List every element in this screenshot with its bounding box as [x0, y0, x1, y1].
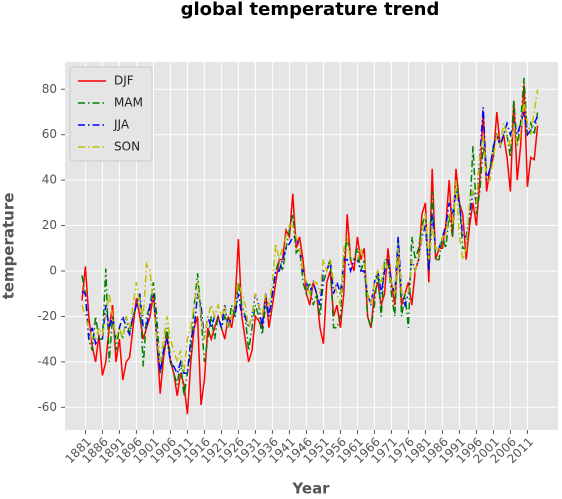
legend-label: SON — [114, 140, 140, 154]
legend-label: MAM — [114, 96, 143, 110]
y-tick-label: 60 — [42, 127, 57, 141]
y-tick-label: 20 — [42, 218, 57, 232]
y-tick-label: 80 — [42, 82, 57, 96]
x-axis-label: Year — [291, 480, 330, 498]
y-tick-label: -20 — [37, 309, 57, 323]
legend-box — [69, 66, 153, 162]
legend-label: JJA — [113, 118, 130, 132]
series-line — [81, 89, 539, 374]
y-tick-label: -40 — [37, 354, 57, 368]
chart-title: global temperature trend — [181, 0, 440, 20]
y-tick-label: 40 — [42, 173, 57, 187]
series-line — [81, 77, 539, 397]
y-tick-label: -60 — [37, 400, 57, 414]
y-axis-label: temperature — [0, 193, 18, 300]
y-tick-label: 0 — [49, 263, 57, 277]
series-line — [81, 84, 539, 415]
legend-label: DJF — [114, 74, 134, 88]
